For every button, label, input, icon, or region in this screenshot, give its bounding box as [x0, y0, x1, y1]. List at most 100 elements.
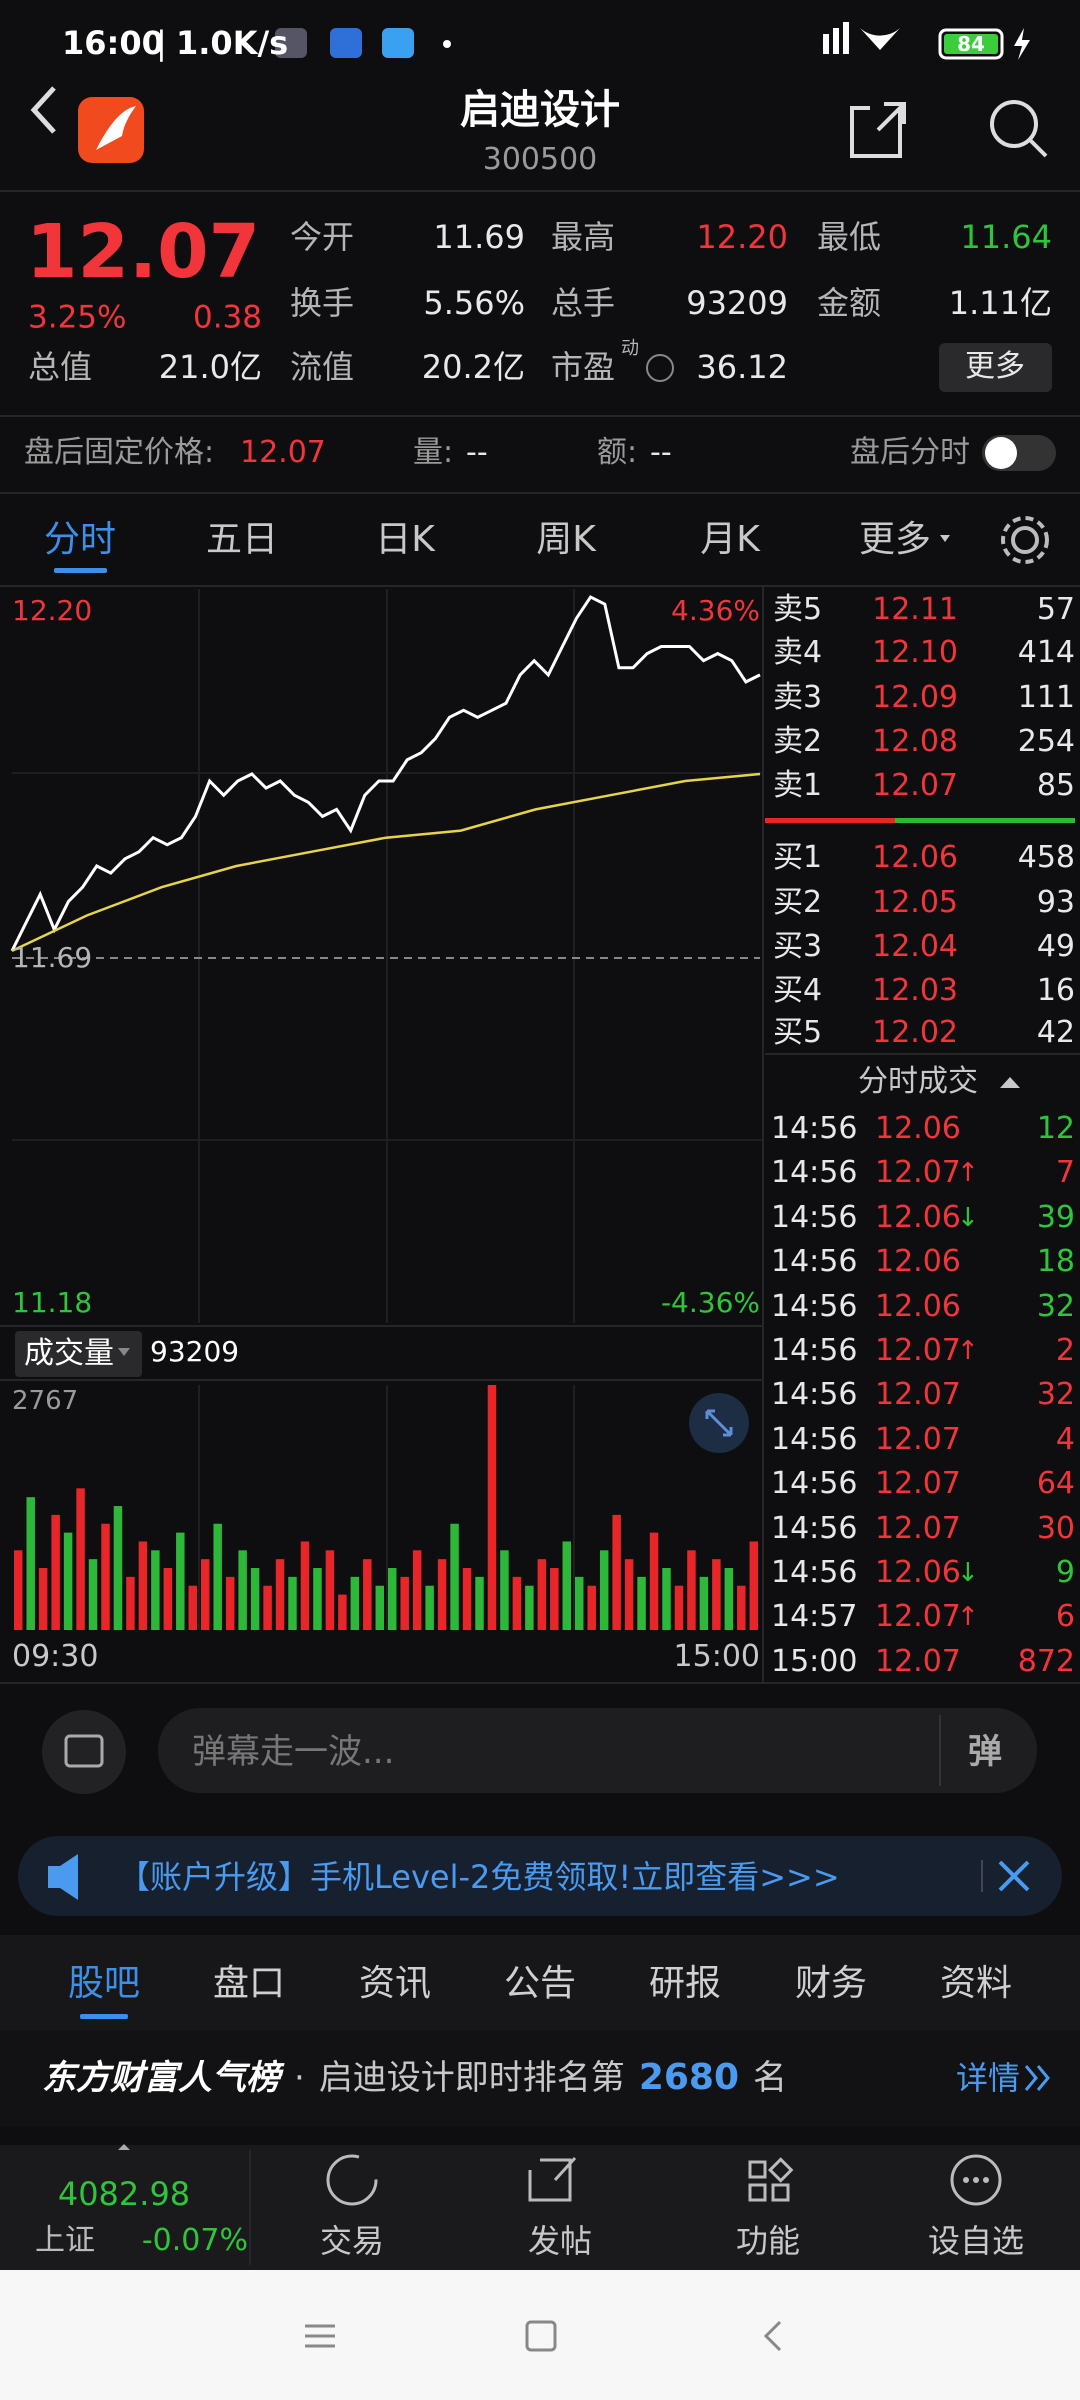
volume-bar	[188, 1585, 197, 1630]
order-price: 12.03	[872, 973, 958, 1008]
section-tab[interactable]: 股吧	[67, 1963, 141, 2004]
stat-value: 11.69	[433, 218, 525, 256]
trade-volume: 9	[1055, 1555, 1075, 1590]
trade-price: 12.07	[875, 1377, 961, 1413]
volume-tick-label: 2767	[12, 1386, 79, 1416]
chart-tab[interactable]: 月K	[700, 519, 760, 560]
stock-code: 300500	[482, 142, 598, 177]
trade-price: 12.06	[875, 1555, 961, 1590]
nav-item[interactable]: 交易	[319, 2222, 385, 2260]
order-price: 12.04	[872, 929, 958, 964]
volume-bar	[250, 1568, 260, 1630]
order-volume: 93	[1036, 885, 1075, 920]
chart-tab[interactable]: 更多	[858, 519, 932, 560]
stat-value: 36.12	[696, 348, 788, 386]
nav-item[interactable]: 功能	[735, 2222, 801, 2260]
trade-volume: 39	[1036, 1199, 1075, 1235]
stock-name: 启迪设计	[460, 87, 620, 133]
volume-bar	[400, 1576, 409, 1630]
ranking-rank: 2680	[638, 2057, 740, 2098]
order-price: 12.09	[872, 680, 958, 715]
trade-price: 12.06	[875, 1199, 961, 1235]
y-tick-label: 11.69	[12, 941, 93, 974]
change-percent: 3.25%	[28, 299, 127, 336]
comment-input[interactable]: 弹幕走一波...	[192, 1732, 395, 1772]
volume-bar	[26, 1497, 35, 1630]
volume-bar	[624, 1559, 634, 1630]
trade-price: 12.06	[875, 1244, 961, 1280]
volume-bar	[375, 1585, 384, 1630]
danmaku-button[interactable]: 弹	[968, 1732, 1002, 1772]
after-hours-volume: --	[466, 435, 488, 470]
volume-bar	[699, 1576, 709, 1630]
nav-item[interactable]: 发帖	[527, 2222, 593, 2260]
volume-bar	[300, 1541, 310, 1630]
trade-price: 12.07	[875, 1155, 961, 1191]
nav-item[interactable]: 设自选	[927, 2222, 1025, 2260]
volume-bar	[163, 1568, 173, 1630]
volume-bar	[76, 1488, 85, 1630]
order-label: 买3	[773, 929, 823, 964]
trade-price: 12.06	[875, 1111, 961, 1146]
after-hours-toggle-label[interactable]: 盘后分时	[850, 435, 970, 470]
stat-label: 最高	[551, 218, 616, 256]
index-value[interactable]: 4082.98	[57, 2175, 191, 2213]
order-label: 卖1	[773, 768, 823, 803]
order-volume: 57	[1036, 592, 1075, 627]
battery-level: 84	[957, 32, 985, 56]
ranking-brand: 东方财富人气榜	[42, 2058, 280, 2098]
section-tab[interactable]: 财务	[794, 1963, 868, 2004]
after-hours-amount: --	[650, 435, 672, 470]
average-line	[11, 772, 761, 953]
volume-bar	[550, 1568, 559, 1630]
trade-time: 14:56	[771, 1244, 858, 1280]
trade-arrow: ↑	[957, 1602, 979, 1633]
volume-bar	[388, 1568, 397, 1630]
volume-bar	[562, 1541, 571, 1630]
chart-tab[interactable]: 日K	[375, 519, 435, 560]
order-price: 12.02	[872, 1015, 958, 1050]
section-tab[interactable]: 资讯	[358, 1963, 432, 2004]
ranking-details[interactable]: 详情	[955, 2059, 1020, 2097]
trade-price: 12.07	[875, 1333, 961, 1368]
status-separator: |	[156, 24, 167, 62]
promo-banner[interactable]: 【账户升级】手机Level-2免费领取!立即查看>>>	[118, 1858, 840, 1896]
trade-time: 14:56	[771, 1466, 858, 1502]
trade-time: 14:56	[771, 1555, 858, 1590]
y-tick-label: 11.18	[12, 1286, 93, 1319]
volume-bar	[687, 1550, 696, 1630]
index-change: -0.07%	[141, 2223, 248, 2258]
volume-bar	[350, 1576, 360, 1630]
section-tab[interactable]: 资料	[939, 1963, 1013, 2004]
ranking-text: 启迪设计即时排名第	[318, 2058, 625, 2098]
order-volume: 254	[1017, 724, 1075, 759]
volume-bar	[737, 1585, 746, 1630]
more-button[interactable]: 更多	[965, 349, 1025, 384]
section-tab[interactable]: 公告	[503, 1963, 577, 2004]
chart-tab[interactable]: 分时	[43, 519, 117, 560]
section-tab[interactable]: 盘口	[212, 1963, 286, 2004]
trade-volume: 30	[1036, 1510, 1075, 1546]
order-price: 12.08	[872, 724, 958, 759]
volume-bar	[724, 1568, 734, 1630]
stat-label: 金额	[817, 284, 882, 322]
trade-arrow: ↓	[957, 1202, 979, 1233]
trade-arrow: ↓	[957, 1558, 979, 1588]
after-hours-amount-label: 额:	[597, 435, 638, 470]
volume-bar	[238, 1550, 247, 1630]
trade-time: 14:56	[771, 1199, 858, 1235]
trade-price: 12.07	[875, 1599, 961, 1635]
after-hours-volume-label: 量:	[413, 435, 454, 470]
order-price: 12.06	[872, 840, 958, 875]
volume-label: 成交量	[24, 1336, 114, 1371]
chart-tab[interactable]: 五日	[205, 519, 279, 560]
chart-tab[interactable]: 周K	[536, 519, 596, 560]
volume-bar	[612, 1514, 621, 1630]
order-label: 卖5	[773, 592, 823, 627]
trade-price: 12.07	[875, 1421, 961, 1457]
volume-bar	[512, 1576, 522, 1630]
volume-bar	[63, 1532, 73, 1630]
stat-label: 总值	[28, 348, 93, 386]
section-tab[interactable]: 研报	[648, 1963, 722, 2004]
ranking-suffix: 名	[753, 2058, 788, 2098]
